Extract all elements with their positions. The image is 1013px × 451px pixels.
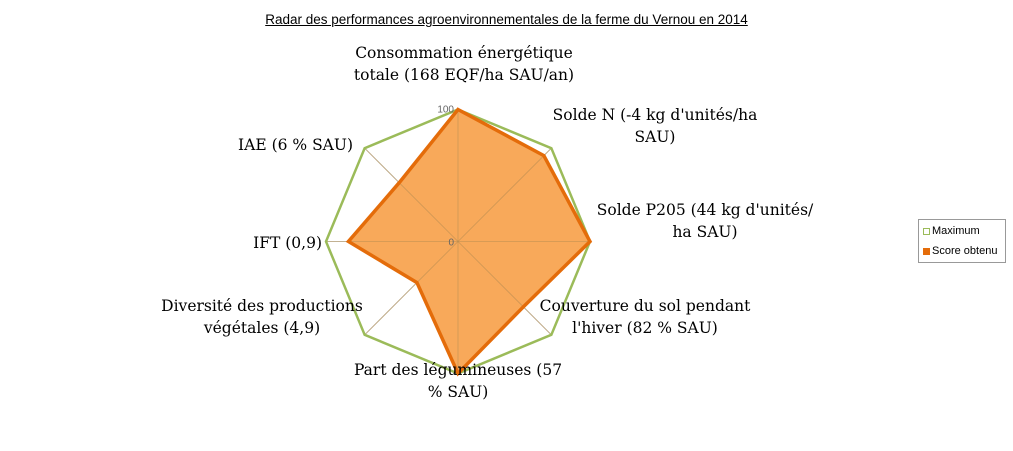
legend-swatch-maximum [923, 227, 930, 235]
series-score-obtenu [345, 107, 593, 377]
tick-label: 100 [437, 105, 454, 116]
axis-label: totale (168 EQF/ha SAU/an) [354, 66, 574, 84]
legend-swatch-score [923, 247, 930, 255]
tick-label: 0 [448, 238, 454, 249]
axis-label: IAE (6 % SAU) [238, 136, 353, 154]
axis-label: Part des légumineuses (57 [354, 361, 562, 379]
axis-label: SAU) [635, 128, 676, 146]
spoke-line-overlay [364, 241, 459, 336]
legend-label: Score obtenu [932, 245, 998, 257]
axis-label: Solde N (-4 kg d'unités/ha [553, 106, 758, 124]
spoke-line-overlay [457, 147, 552, 242]
axis-label: Consommation énergétique [355, 44, 573, 62]
axis-label: % SAU) [428, 383, 489, 401]
axis-label: ha SAU) [672, 223, 737, 241]
axis-label: végétales (4,9) [203, 319, 320, 337]
axis-label: Solde P205 (44 kg d'unités/ [597, 201, 814, 219]
axis-label: IFT (0,9) [253, 234, 322, 252]
chart-title: Radar des performances agroenvironnement… [265, 12, 748, 27]
legend-label: Maximum [932, 225, 980, 237]
axis-label: Diversité des productions [161, 297, 363, 315]
axis-label: l'hiver (82 % SAU) [572, 319, 718, 337]
legend-item-score: Score obtenu [923, 245, 997, 257]
spoke-line-overlay [364, 147, 459, 242]
axis-label: Couverture du sol pendant [540, 297, 751, 315]
legend-item-maximum: Maximum [923, 225, 980, 237]
spoke-line-overlay [457, 241, 552, 336]
legend: Maximum Score obtenu [918, 219, 1006, 263]
